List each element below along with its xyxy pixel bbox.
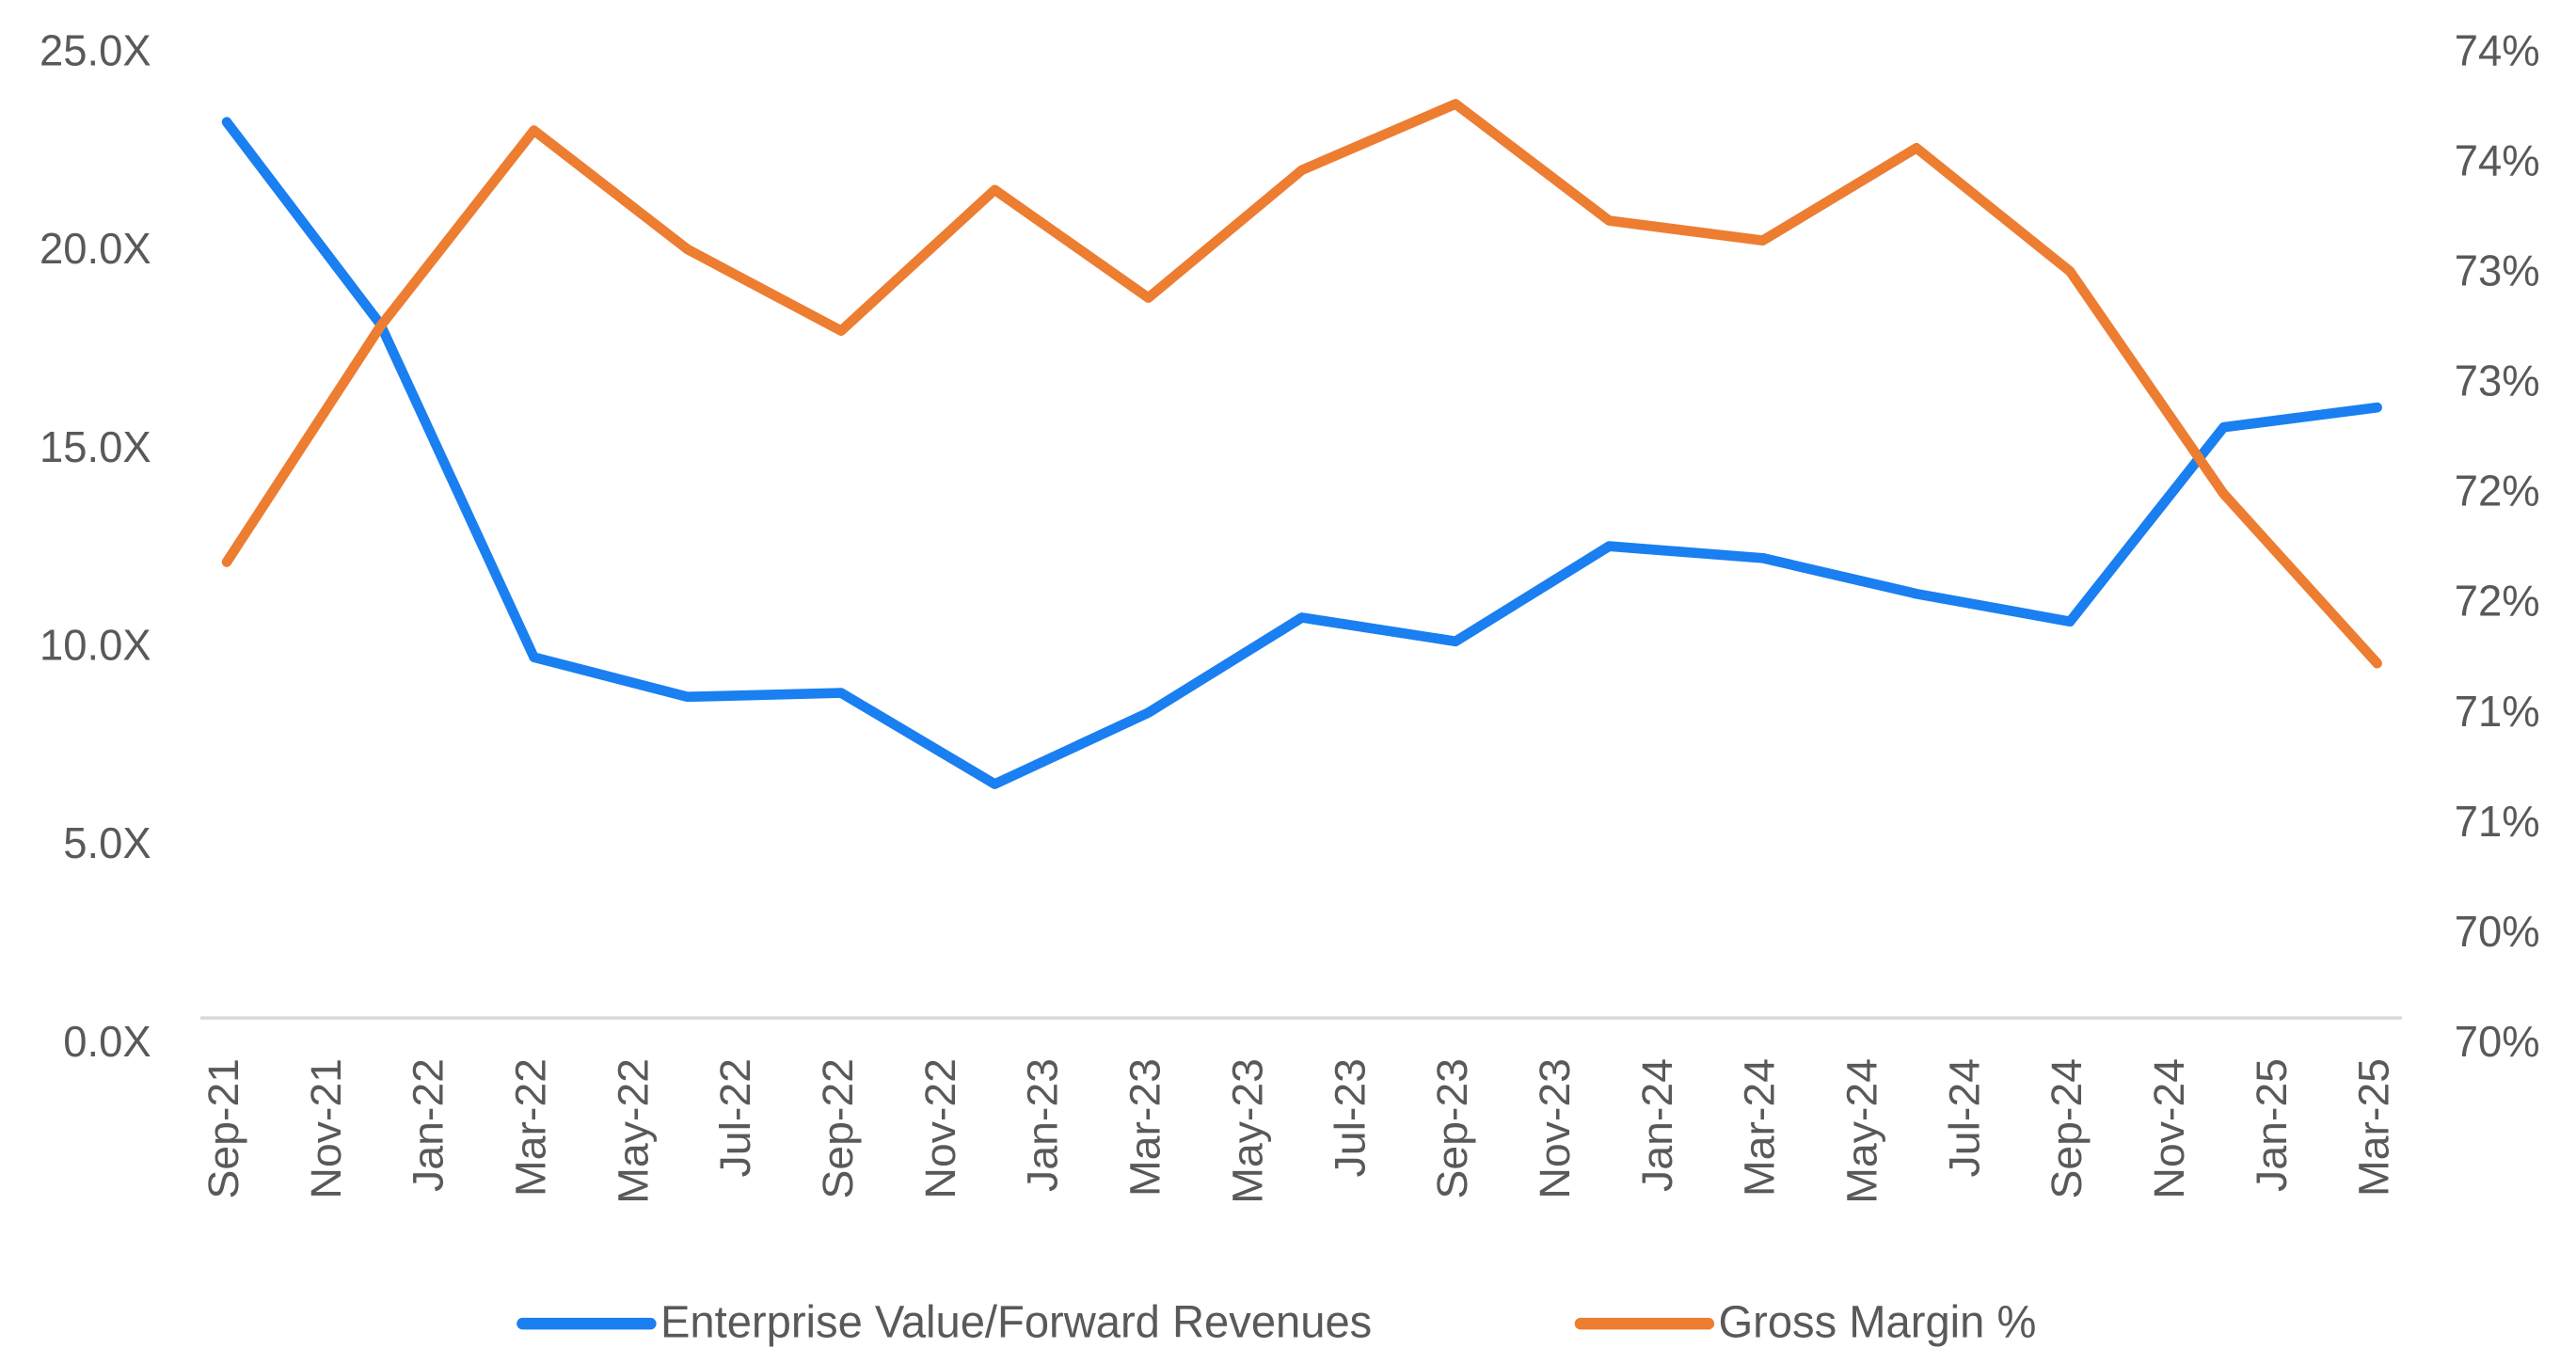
y2-tick-label: 73% xyxy=(2455,246,2540,295)
y2-tick-label: 73% xyxy=(2455,356,2540,405)
x-tick-label: Mar-24 xyxy=(1735,1058,1783,1197)
x-tick-label: May-24 xyxy=(1837,1058,1885,1204)
y2-tick-label: 70% xyxy=(2455,1017,2540,1067)
y-tick-label: 25.0X xyxy=(40,25,151,75)
x-tick-label: Nov-24 xyxy=(2144,1058,2192,1199)
y2-tick-label: 74% xyxy=(2455,25,2540,75)
series-line xyxy=(221,117,2382,789)
y2-tick-label: 72% xyxy=(2455,466,2540,515)
y-tick-label: 20.0X xyxy=(40,224,151,274)
series-line xyxy=(221,99,2382,669)
y2-tick-label: 74% xyxy=(2455,135,2540,185)
y-tick-label: 0.0X xyxy=(63,1017,151,1067)
x-tick-label: Sep-22 xyxy=(814,1058,862,1199)
y-tick-label: 10.0X xyxy=(40,620,151,670)
x-tick-label: Jan-24 xyxy=(1632,1058,1680,1192)
y-tick-label: 5.0X xyxy=(63,818,151,868)
x-tick-label: Jul-24 xyxy=(1940,1058,1988,1177)
y2-tick-label: 72% xyxy=(2455,576,2540,626)
y2-tick-label: 71% xyxy=(2455,686,2540,736)
x-tick-label: Mar-25 xyxy=(2349,1058,2397,1197)
legend-label: Gross Margin % xyxy=(1718,1297,2036,1348)
x-tick-label: Jan-23 xyxy=(1018,1058,1066,1192)
x-tick-label: Sep-24 xyxy=(2043,1058,2091,1199)
y2-tick-label: 70% xyxy=(2455,906,2540,956)
y2-tick-label: 71% xyxy=(2455,796,2540,846)
legend-label: Enterprise Value/Forward Revenues xyxy=(660,1297,1372,1348)
x-tick-label: Mar-22 xyxy=(506,1058,554,1197)
x-tick-label: Jan-22 xyxy=(404,1058,452,1192)
y-tick-label: 15.0X xyxy=(40,421,151,471)
x-tick-label: Sep-23 xyxy=(1428,1058,1476,1199)
x-tick-label: Jul-22 xyxy=(711,1058,759,1177)
x-tick-label: Nov-22 xyxy=(915,1058,963,1199)
x-tick-label: Jul-23 xyxy=(1326,1058,1374,1177)
x-tick-label: Nov-21 xyxy=(301,1058,349,1199)
x-tick-label: Mar-23 xyxy=(1121,1058,1169,1197)
x-tick-label: Sep-21 xyxy=(199,1058,246,1199)
x-tick-label: Jan-25 xyxy=(2247,1058,2295,1192)
x-tick-label: May-22 xyxy=(609,1058,657,1204)
x-tick-label: Nov-23 xyxy=(1530,1058,1578,1199)
x-tick-label: May-23 xyxy=(1223,1058,1271,1204)
